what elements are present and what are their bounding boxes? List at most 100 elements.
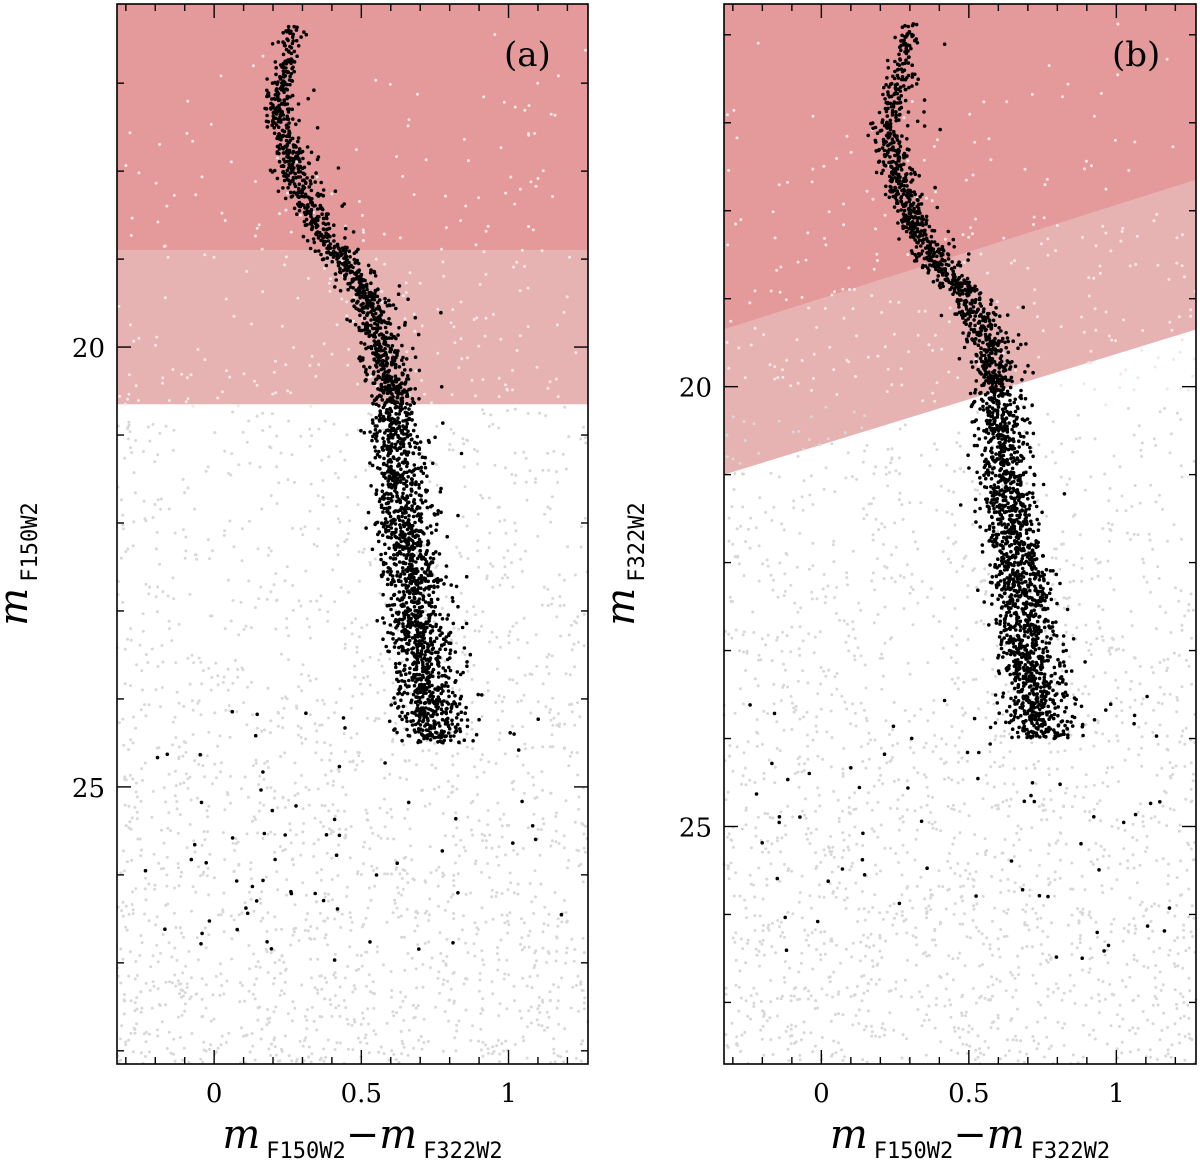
a-field-star bbox=[547, 652, 551, 656]
a-field-star bbox=[251, 764, 255, 768]
a-field-star bbox=[355, 650, 359, 654]
a-field-star bbox=[156, 960, 160, 964]
a-field-star bbox=[236, 675, 240, 679]
a-field-star bbox=[266, 1008, 270, 1011]
a-cluster-star bbox=[390, 442, 394, 446]
a-cluster-star bbox=[356, 290, 360, 294]
a-field-star bbox=[455, 787, 459, 791]
a-cluster-star bbox=[356, 299, 360, 304]
a-field-star bbox=[160, 497, 163, 501]
a-cluster-star bbox=[445, 617, 449, 621]
a-field-star bbox=[375, 950, 379, 954]
a-field-star bbox=[185, 376, 189, 380]
a-field-star bbox=[477, 629, 481, 633]
a-cluster-star bbox=[313, 249, 318, 253]
a-field-star bbox=[319, 820, 323, 824]
a-field-star bbox=[259, 919, 263, 923]
a-field-star bbox=[260, 507, 264, 511]
a-field-star bbox=[331, 783, 335, 787]
a-cluster-star bbox=[401, 355, 405, 360]
a-field-star bbox=[500, 892, 504, 896]
a-cluster-star bbox=[354, 260, 358, 265]
a-field-star bbox=[193, 850, 197, 854]
a-cluster-star bbox=[285, 82, 289, 87]
a-cluster-star bbox=[390, 613, 395, 618]
a-field-star bbox=[160, 686, 164, 689]
a-field-star bbox=[562, 846, 566, 850]
a-cluster-star bbox=[310, 201, 315, 205]
a-field-star bbox=[503, 921, 507, 925]
a-field-star bbox=[395, 1011, 399, 1015]
a-field-star bbox=[195, 992, 199, 996]
a-field-star bbox=[239, 600, 243, 604]
a-cluster-star bbox=[387, 440, 391, 444]
a-field-star bbox=[500, 913, 504, 917]
a-field-star bbox=[574, 351, 578, 355]
a-cluster-star bbox=[420, 500, 425, 505]
a-field-star bbox=[145, 1030, 148, 1034]
a-field-star bbox=[460, 357, 464, 361]
a-cluster-star bbox=[362, 316, 367, 321]
a-cluster-star bbox=[423, 600, 428, 604]
a-cluster-star bbox=[457, 702, 462, 706]
a-cluster-star bbox=[396, 578, 401, 583]
a-cluster-star bbox=[412, 674, 417, 679]
a-cluster-star bbox=[399, 397, 404, 401]
a-field-star bbox=[218, 993, 222, 997]
b-field-star bbox=[836, 992, 840, 996]
a-field-star bbox=[525, 498, 529, 502]
a-cluster-star bbox=[245, 911, 250, 916]
a-cluster-star bbox=[408, 666, 412, 671]
a-cluster-star bbox=[331, 255, 336, 259]
a-field-star bbox=[357, 967, 361, 971]
a-field-star bbox=[129, 638, 133, 642]
a-cluster-star bbox=[290, 179, 295, 183]
a-field-star bbox=[257, 223, 261, 227]
a-field-star bbox=[581, 823, 585, 827]
a-field-star bbox=[283, 751, 287, 755]
a-field-star bbox=[123, 777, 127, 781]
a-cluster-star bbox=[393, 406, 398, 410]
a-field-star bbox=[428, 480, 432, 484]
a-field-star bbox=[543, 1028, 546, 1032]
a-cluster-star bbox=[405, 374, 410, 378]
a-cluster-star bbox=[377, 419, 382, 423]
a-field-star bbox=[188, 997, 192, 1001]
a-field-star bbox=[527, 104, 531, 108]
a-field-star bbox=[269, 719, 273, 723]
a-field-star bbox=[478, 978, 482, 982]
a-cluster-star bbox=[428, 636, 433, 641]
a-field-star bbox=[535, 1018, 539, 1022]
a-cluster-star bbox=[432, 639, 437, 644]
a-cluster-star bbox=[374, 377, 378, 382]
a-cluster-star bbox=[397, 637, 401, 641]
a-cluster-star bbox=[347, 260, 351, 265]
a-cluster-star bbox=[323, 239, 328, 244]
a-field-star bbox=[304, 569, 308, 573]
a-cluster-star bbox=[281, 72, 286, 77]
a-field-star bbox=[214, 974, 218, 978]
a-cluster-star bbox=[402, 604, 406, 608]
a-field-star bbox=[513, 1043, 517, 1046]
a-field-star bbox=[303, 1015, 307, 1018]
a-cluster-star bbox=[365, 301, 369, 305]
a-field-star bbox=[129, 233, 133, 237]
a-field-star bbox=[256, 1018, 260, 1022]
a-field-star bbox=[354, 148, 358, 152]
a-field-star bbox=[405, 907, 409, 911]
a-field-star bbox=[369, 413, 373, 417]
a-cluster-star bbox=[392, 553, 396, 557]
a-field-star bbox=[178, 1036, 182, 1039]
a-cluster-star bbox=[385, 603, 390, 608]
a-field-star bbox=[291, 608, 295, 612]
a-cluster-star bbox=[297, 190, 301, 195]
a-field-star bbox=[481, 1054, 485, 1058]
a-field-star bbox=[223, 529, 227, 533]
a-field-star bbox=[231, 599, 235, 602]
a-field-star bbox=[129, 1031, 133, 1035]
a-field-star bbox=[193, 507, 196, 511]
a-field-star bbox=[435, 424, 439, 428]
a-cluster-star bbox=[344, 254, 349, 259]
a-field-star bbox=[364, 468, 368, 472]
a-cluster-star bbox=[384, 501, 389, 506]
